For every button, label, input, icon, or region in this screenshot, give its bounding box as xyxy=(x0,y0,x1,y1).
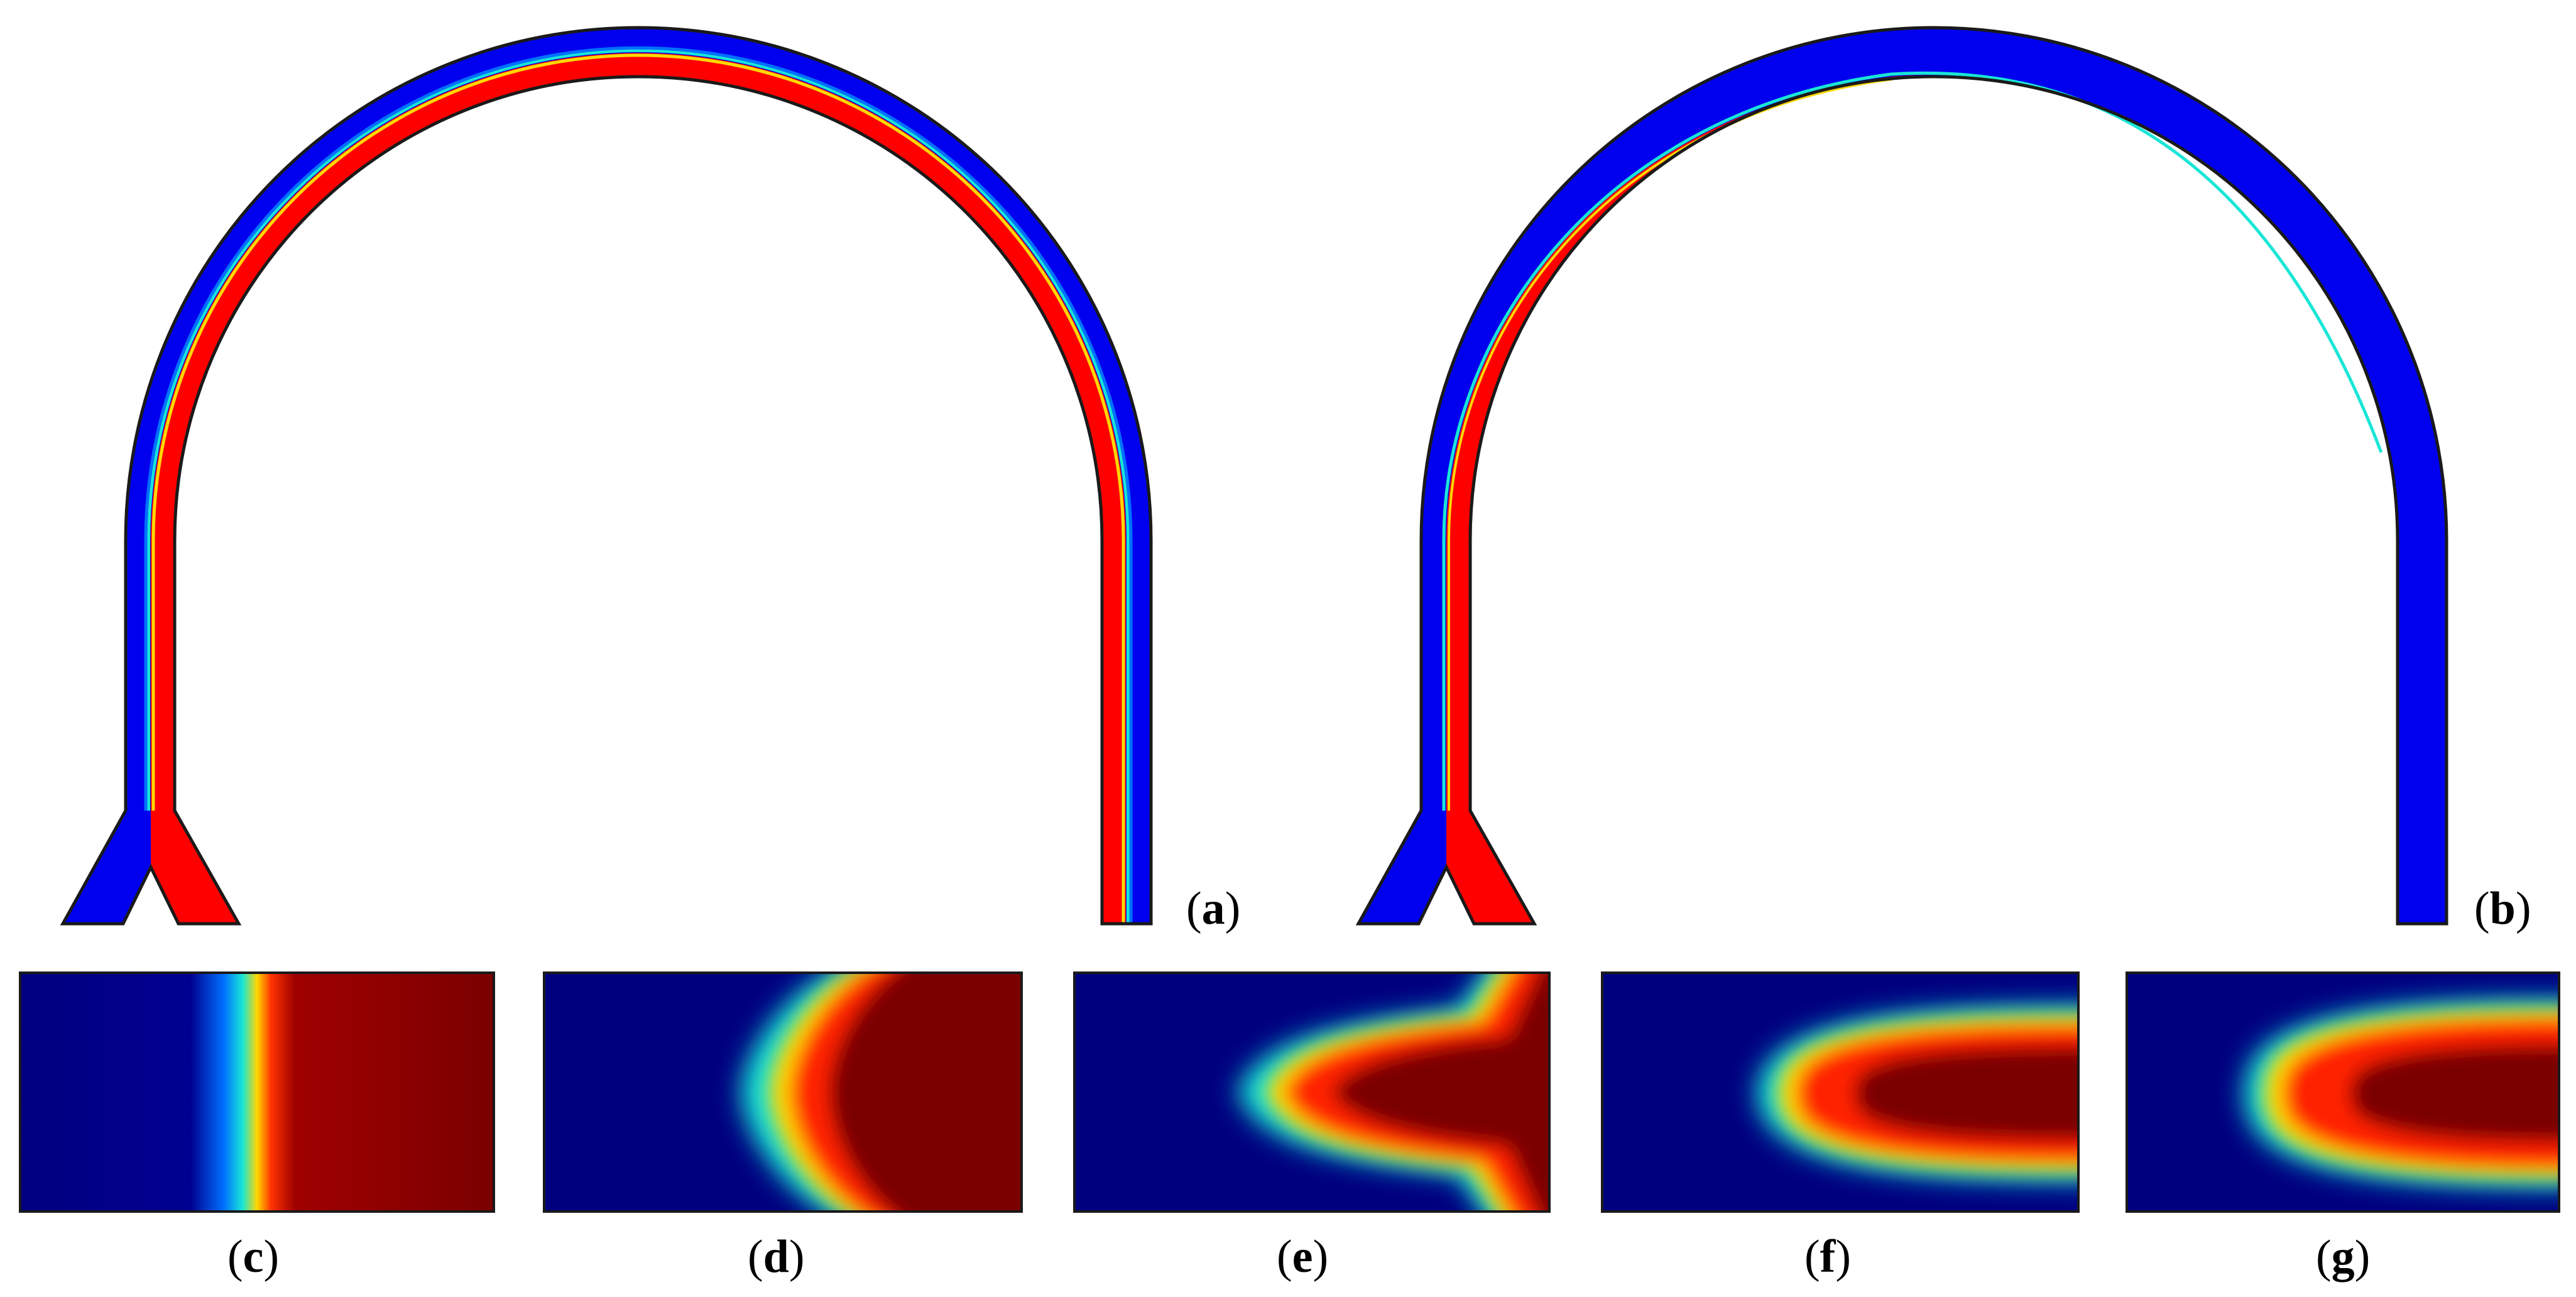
panel-b-label: (b) xyxy=(2474,883,2531,934)
panel-c-cross-section: (c) xyxy=(19,971,495,1283)
panel-a-inlet-right xyxy=(151,811,239,924)
panel-a-label: (a) xyxy=(1186,883,1240,934)
panel-a-inlet-left xyxy=(63,811,151,924)
panel-d-label: (d) xyxy=(748,1231,804,1283)
panel-d-cross-section: (d) xyxy=(543,971,1023,1283)
panel-e-cross-section: (e) xyxy=(1073,971,1551,1283)
panel-b-inlet-right xyxy=(1446,811,1534,924)
panel-a-mixer: (a) xyxy=(60,26,1240,934)
panel-a-blue-stream xyxy=(126,28,1151,924)
panel-b-inlet-left xyxy=(1358,811,1446,924)
panel-b-blue-stream xyxy=(1421,28,2447,924)
panel-b-mixer: (b) xyxy=(1355,26,2531,934)
panel-f-cross-section: (f) xyxy=(1601,971,2080,1283)
panel-a-interface xyxy=(146,48,1130,924)
panel-g-cross-section: (g) xyxy=(2126,971,2560,1283)
panel-e-label: (e) xyxy=(1277,1231,1328,1283)
panel-c-label: (c) xyxy=(227,1231,279,1283)
panel-f-label: (f) xyxy=(1804,1231,1851,1283)
panel-g-label: (g) xyxy=(2316,1231,2370,1283)
panel-b-red-stream xyxy=(1446,75,1938,811)
